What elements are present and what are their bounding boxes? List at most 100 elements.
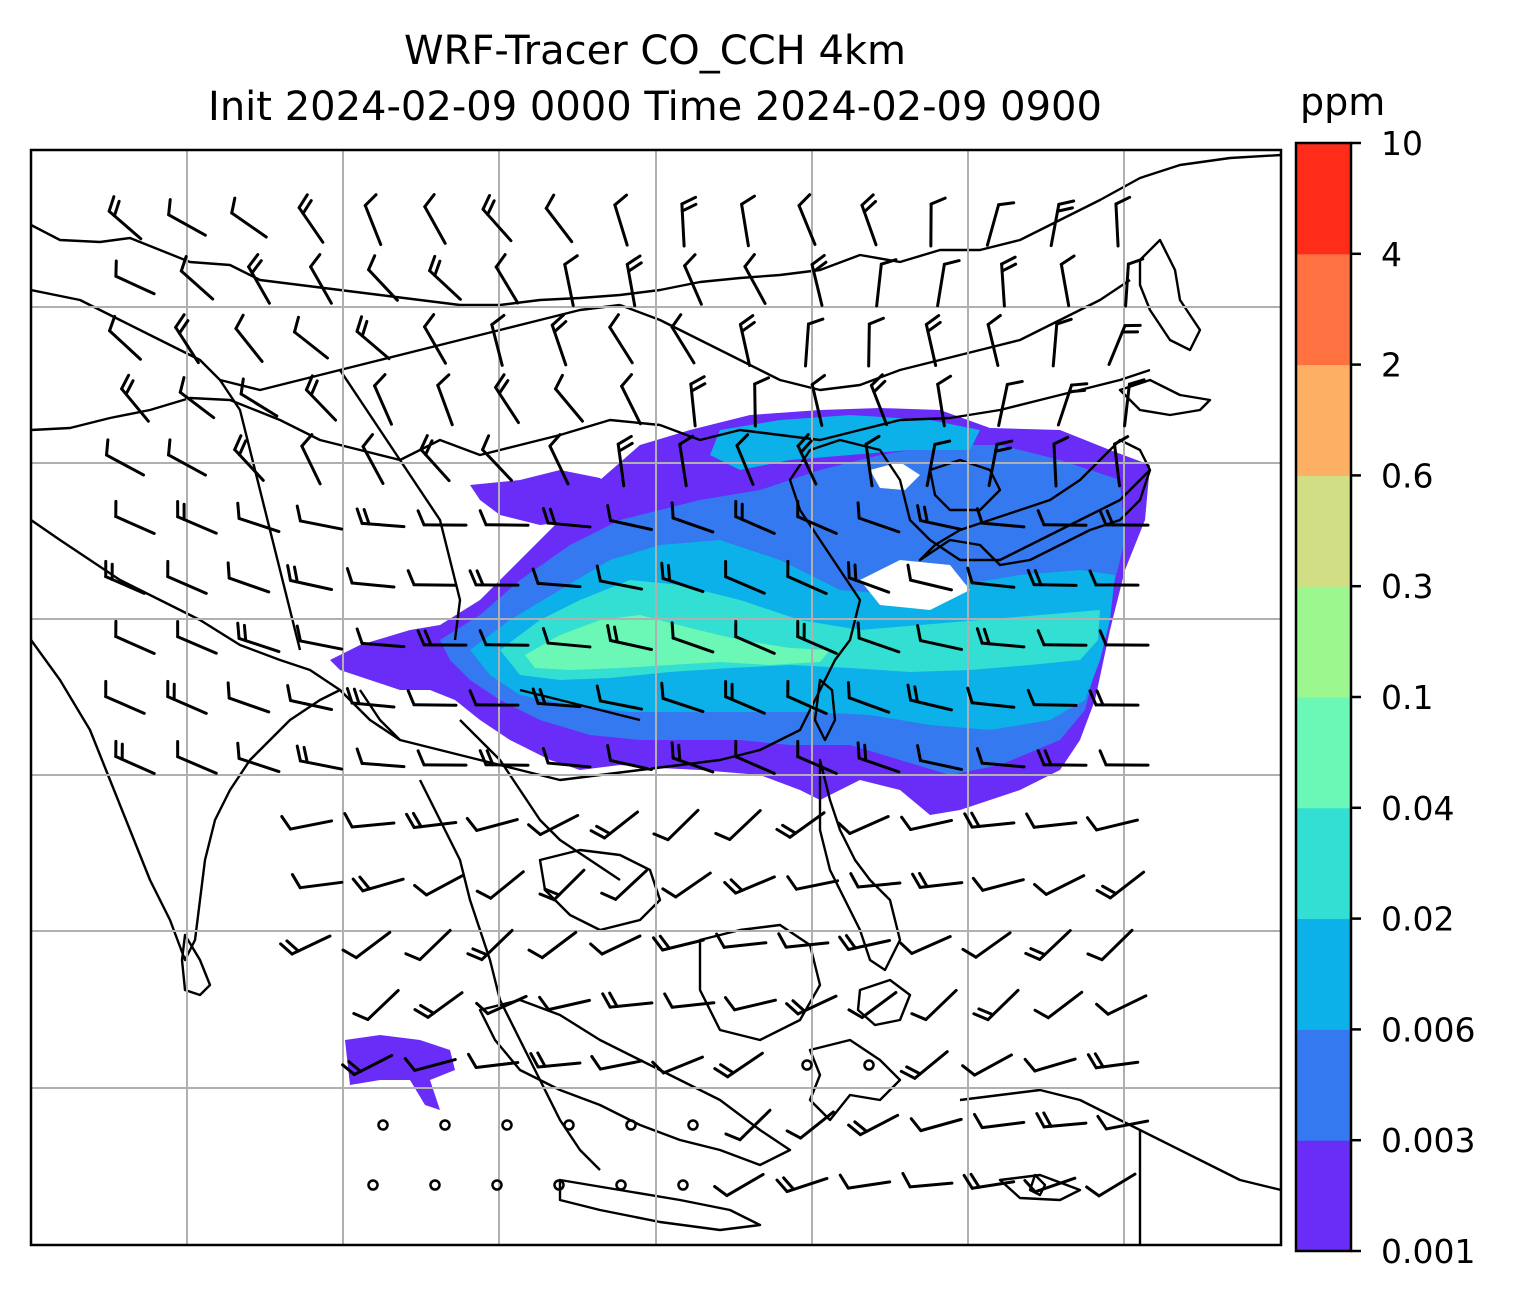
wind-barb — [361, 433, 385, 485]
wind-barb — [236, 621, 281, 654]
wind-barb — [723, 875, 776, 895]
wind-barb — [341, 1053, 394, 1077]
wind-barb — [1051, 317, 1073, 368]
wind-barb — [226, 681, 271, 714]
wind-barb — [167, 438, 207, 477]
colorbar-segment — [1296, 697, 1351, 809]
wind-barb — [660, 561, 705, 594]
wind-barb — [775, 1176, 829, 1194]
wind-barb — [680, 195, 698, 248]
colorbar-tick-label: 0.02 — [1381, 900, 1454, 939]
wind-barb — [491, 1179, 503, 1191]
wind-barb — [910, 988, 958, 1022]
wind-barb — [239, 377, 279, 418]
wind-barb — [405, 811, 458, 829]
wind-barb — [864, 434, 881, 488]
wind-barb — [478, 749, 530, 767]
wind-barb — [226, 561, 271, 594]
wind-barb — [355, 507, 406, 529]
wind-barb — [104, 679, 146, 715]
wind-barb — [600, 869, 648, 901]
wind-barb — [1026, 568, 1078, 587]
wind-barb — [367, 1179, 379, 1191]
wind-barb — [345, 567, 396, 589]
wind-barb — [176, 740, 218, 775]
wind-barb — [734, 499, 776, 535]
wind-barb — [777, 932, 830, 949]
colorbar-segment — [1296, 253, 1351, 366]
wind-barb — [972, 1112, 1026, 1130]
wind-barb — [863, 1059, 875, 1071]
wind-barb — [810, 374, 826, 427]
colorbar-tick-label: 0.6 — [1381, 456, 1433, 495]
wind-barb — [429, 1179, 441, 1191]
wind-barb — [563, 1119, 575, 1131]
wind-barb — [615, 1179, 627, 1191]
wind-barb — [494, 373, 520, 425]
wind-barb — [416, 629, 468, 647]
wind-barb — [796, 619, 838, 655]
colorbar-tick-label: 0.3 — [1381, 567, 1433, 606]
wind-barb — [916, 744, 964, 771]
wind-barb — [909, 1117, 963, 1133]
wind-barb — [120, 373, 150, 423]
wind-barb — [875, 258, 898, 308]
plume-gap — [860, 560, 970, 610]
wind-barb — [548, 433, 570, 486]
wind-barb — [1098, 509, 1150, 527]
wind-barb — [601, 991, 654, 1009]
wind-barb — [856, 621, 901, 654]
wind-barb — [916, 624, 964, 651]
wind-barb — [1098, 629, 1150, 647]
wind-barb — [804, 317, 825, 368]
wind-barb — [466, 928, 514, 962]
wind-barb — [606, 744, 654, 771]
wind-barb — [847, 990, 898, 1020]
wind-barb — [985, 201, 1016, 247]
wind-barb — [363, 193, 383, 247]
wind-barb — [490, 313, 506, 367]
wind-barb — [899, 935, 952, 955]
plume-peak — [525, 615, 830, 670]
wind-barb — [1095, 870, 1146, 900]
wind-barb — [295, 624, 344, 651]
wind-barb — [465, 816, 519, 832]
wind-barb — [236, 501, 281, 534]
wind-barb — [936, 374, 953, 428]
wind-barb — [683, 253, 703, 306]
wind-barb — [987, 439, 1014, 488]
wind-barb — [856, 501, 901, 534]
wind-barb — [606, 624, 654, 651]
wind-barb — [352, 989, 400, 1021]
wind-barb — [279, 934, 332, 956]
colorbar-segment — [1296, 475, 1351, 587]
wind-barb — [295, 744, 344, 771]
colorbar-segment — [1296, 143, 1351, 255]
wind-barb — [295, 504, 344, 531]
colorbar-segment — [1296, 586, 1351, 698]
colorbar-tick-label: 10 — [1381, 124, 1423, 163]
wind-barb — [986, 313, 1002, 367]
wind-barbs — [104, 193, 1150, 1198]
wind-barb — [837, 815, 890, 835]
wind-barb — [527, 930, 578, 960]
coastlines — [31, 153, 1281, 1245]
wind-barb — [1113, 435, 1130, 488]
wind-barb — [114, 259, 156, 296]
wind-barb — [620, 373, 642, 426]
wind-barb — [589, 810, 640, 840]
wind-barb — [796, 739, 838, 775]
wind-barb — [176, 620, 218, 655]
wind-barb — [963, 811, 1016, 829]
wind-barb — [1088, 569, 1140, 587]
colorbar-tick-label: 0.003 — [1381, 1121, 1475, 1160]
wind-barb — [290, 873, 344, 890]
wind-barb — [406, 569, 458, 587]
wind-barb — [373, 373, 393, 426]
wind-barb — [501, 1119, 513, 1131]
wind-barb — [230, 196, 268, 239]
wind-barb — [670, 621, 715, 654]
wind-barb — [734, 619, 776, 655]
wind-barb — [1056, 382, 1089, 427]
